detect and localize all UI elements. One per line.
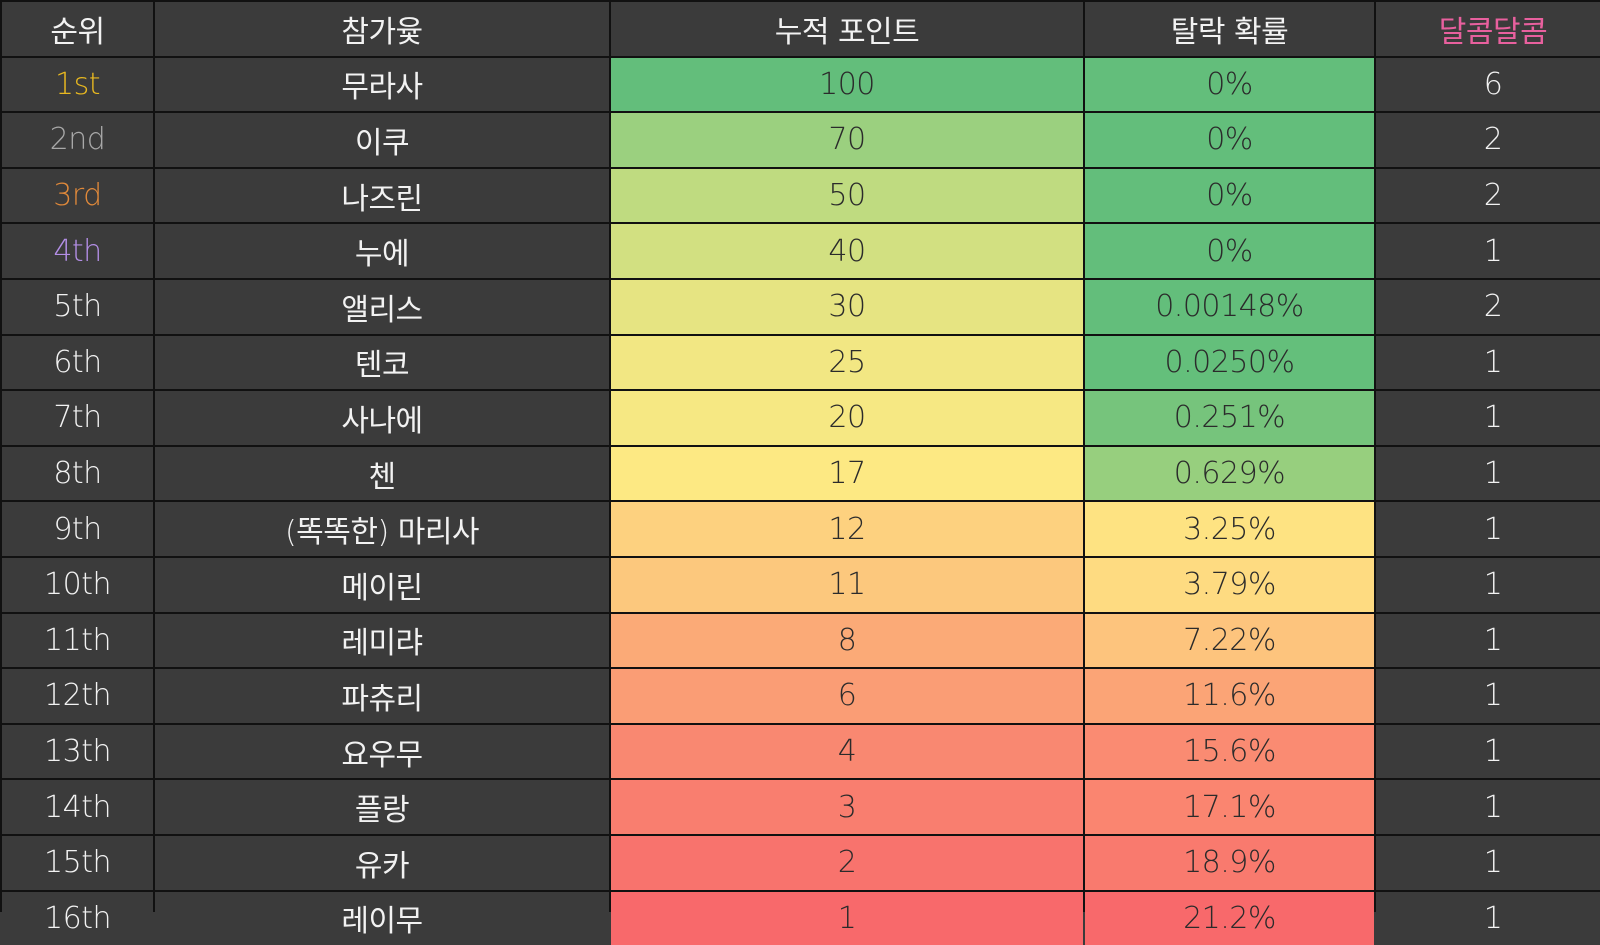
rank-cell: 6th	[2, 336, 153, 390]
sweet-cell: 1	[1376, 780, 1600, 834]
participant-cell: 레이무	[155, 892, 609, 945]
sweet-cell: 1	[1376, 391, 1600, 445]
elimination-probability-cell: 0%	[1085, 224, 1374, 278]
points-cell: 4	[611, 725, 1083, 779]
header-points: 누적 포인트	[611, 2, 1083, 56]
elimination-probability-cell: 18.9%	[1085, 836, 1374, 890]
participant-cell: 유카	[155, 836, 609, 890]
points-cell: 1	[611, 892, 1083, 945]
participant-cell: 텐코	[155, 336, 609, 390]
rank-cell: 9th	[2, 502, 153, 556]
sweet-cell: 1	[1376, 669, 1600, 723]
points-cell: 40	[611, 224, 1083, 278]
sweet-cell: 2	[1376, 169, 1600, 223]
elimination-probability-cell: 15.6%	[1085, 725, 1374, 779]
rank-cell: 12th	[2, 669, 153, 723]
points-cell: 30	[611, 280, 1083, 334]
elimination-probability-cell: 17.1%	[1085, 780, 1374, 834]
sweet-cell: 1	[1376, 447, 1600, 501]
sweet-cell: 1	[1376, 558, 1600, 612]
points-cell: 70	[611, 113, 1083, 167]
page: {"table": { "headers": ["순위", "참가윷", "누적…	[0, 0, 1600, 912]
participant-cell: 누에	[155, 224, 609, 278]
rank-cell: 13th	[2, 725, 153, 779]
header-rank: 순위	[2, 2, 153, 56]
elimination-probability-cell: 0%	[1085, 169, 1374, 223]
points-cell: 6	[611, 669, 1083, 723]
sweet-cell: 1	[1376, 836, 1600, 890]
rank-cell: 4th	[2, 224, 153, 278]
participant-cell: (똑똑한) 마리사	[155, 502, 609, 556]
participant-cell: 나즈린	[155, 169, 609, 223]
elimination-probability-cell: 0.629%	[1085, 447, 1374, 501]
elimination-probability-cell: 3.25%	[1085, 502, 1374, 556]
participant-cell: 요우무	[155, 725, 609, 779]
participant-cell: 메이린	[155, 558, 609, 612]
elimination-probability-cell: 0%	[1085, 113, 1374, 167]
elimination-probability-cell: 0.00148%	[1085, 280, 1374, 334]
header-sweet: 달콤달콤	[1376, 2, 1600, 56]
elimination-probability-cell: 7.22%	[1085, 614, 1374, 668]
points-cell: 17	[611, 447, 1083, 501]
participant-cell: 사나에	[155, 391, 609, 445]
rank-cell: 11th	[2, 614, 153, 668]
elimination-probability-cell: 11.6%	[1085, 669, 1374, 723]
rank-cell: 2nd	[2, 113, 153, 167]
header-participant: 참가윷	[155, 2, 609, 56]
sweet-cell: 1	[1376, 502, 1600, 556]
sweet-cell: 1	[1376, 614, 1600, 668]
header-elimination-probability: 탈락 확률	[1085, 2, 1374, 56]
points-cell: 8	[611, 614, 1083, 668]
rank-cell: 16th	[2, 892, 153, 945]
sweet-cell: 1	[1376, 336, 1600, 390]
rank-cell: 1st	[2, 58, 153, 112]
participant-cell: 이쿠	[155, 113, 609, 167]
sweet-cell: 2	[1376, 113, 1600, 167]
participant-cell: 앨리스	[155, 280, 609, 334]
points-cell: 20	[611, 391, 1083, 445]
participant-cell: 플랑	[155, 780, 609, 834]
points-cell: 50	[611, 169, 1083, 223]
elimination-probability-cell: 0.251%	[1085, 391, 1374, 445]
points-cell: 11	[611, 558, 1083, 612]
elimination-probability-cell: 21.2%	[1085, 892, 1374, 945]
rank-cell: 7th	[2, 391, 153, 445]
participant-cell: 레미랴	[155, 614, 609, 668]
sweet-cell: 6	[1376, 58, 1600, 112]
points-cell: 2	[611, 836, 1083, 890]
points-cell: 25	[611, 336, 1083, 390]
participant-cell: 첸	[155, 447, 609, 501]
rank-cell: 15th	[2, 836, 153, 890]
elimination-probability-cell: 0.0250%	[1085, 336, 1374, 390]
elimination-probability-cell: 0%	[1085, 58, 1374, 112]
sweet-cell: 1	[1376, 725, 1600, 779]
rank-cell: 14th	[2, 780, 153, 834]
participant-cell: 파츄리	[155, 669, 609, 723]
points-cell: 3	[611, 780, 1083, 834]
rank-cell: 10th	[2, 558, 153, 612]
sweet-cell: 1	[1376, 892, 1600, 945]
sweet-cell: 2	[1376, 280, 1600, 334]
elimination-probability-cell: 3.79%	[1085, 558, 1374, 612]
rank-cell: 3rd	[2, 169, 153, 223]
sweet-cell: 1	[1376, 224, 1600, 278]
rank-cell: 5th	[2, 280, 153, 334]
participant-cell: 무라사	[155, 58, 609, 112]
rank-cell: 8th	[2, 447, 153, 501]
points-cell: 12	[611, 502, 1083, 556]
points-cell: 100	[611, 58, 1083, 112]
